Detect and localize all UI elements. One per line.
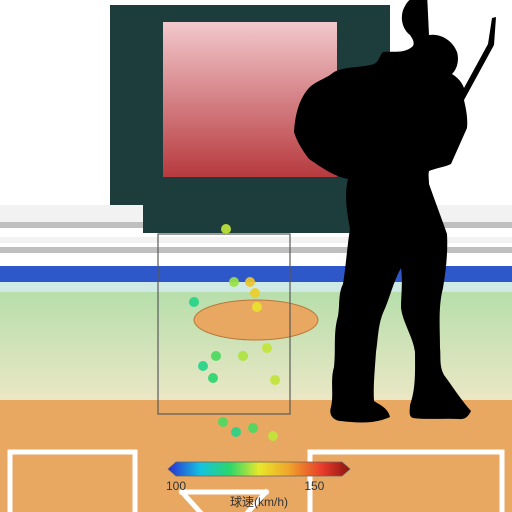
pitch-marker (270, 375, 280, 385)
pitch-marker (221, 224, 231, 234)
pitch-marker (208, 373, 218, 383)
colorbar-tick: 100 (166, 479, 186, 493)
pitch-marker (262, 343, 272, 353)
pitch-marker (211, 351, 221, 361)
pitch-marker (218, 417, 228, 427)
pitch-marker (252, 302, 262, 312)
colorbar-tick: 150 (304, 479, 324, 493)
pitch-marker (248, 423, 258, 433)
pitch-marker (238, 351, 248, 361)
pitch-marker (189, 297, 199, 307)
pitch-marker (229, 277, 239, 287)
pitch-marker (245, 277, 255, 287)
pitch-marker (198, 361, 208, 371)
pitch-marker (268, 431, 278, 441)
colorbar-label: 球速(km/h) (230, 495, 288, 509)
pitch-marker (231, 427, 241, 437)
pitch-marker (250, 288, 260, 298)
speed-colorbar (168, 462, 350, 476)
scoreboard-base (143, 205, 357, 233)
